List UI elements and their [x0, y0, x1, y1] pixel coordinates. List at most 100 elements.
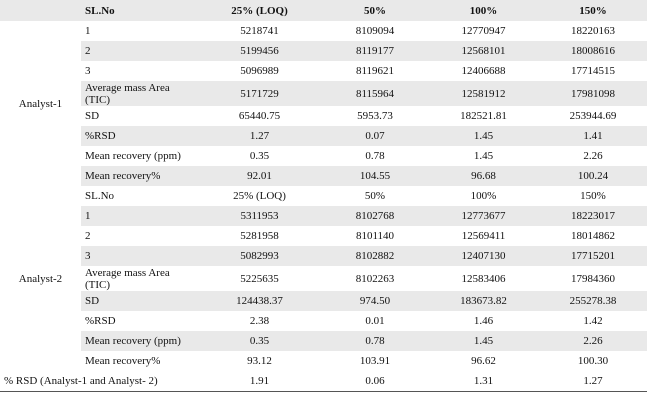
value-cell: 974.50 [322, 291, 428, 311]
table-row: %RSD 2.38 0.01 1.46 1.42 [0, 311, 647, 331]
value-cell: 25% (LOQ) [233, 190, 286, 202]
table-row: Mean recovery% 93.12 103.91 96.62 100.30 [0, 351, 647, 371]
table-row: Analyst-2 SL.No 25% (LOQ) 50% 100% 150% [0, 186, 647, 371]
value-cell: 104.55 [322, 166, 428, 186]
value-cell: 150% [580, 190, 606, 202]
row-label-cell: SD [85, 110, 100, 122]
value-cell: 2.26 [583, 150, 603, 162]
value-cell: 92.01 [197, 166, 322, 186]
value-cell: 5281958 [240, 230, 279, 242]
value-cell: 0.35 [197, 331, 322, 351]
row-label-cell: Mean recovery (ppm) [85, 150, 181, 162]
header-cell: 150% [539, 0, 647, 21]
value-cell: 5171729 [197, 81, 322, 106]
header-cell: SL.No [81, 0, 197, 21]
value-cell: 12773677 [428, 206, 539, 226]
value-cell: 183673.82 [428, 291, 539, 311]
value-cell: 17714515 [571, 65, 615, 77]
value-cell: 2.26 [539, 331, 647, 351]
table-row: Mean recovery% 92.01 104.55 96.68 100.24 [0, 166, 647, 186]
row-label-cell: 3 [81, 246, 197, 266]
value-cell: 18008616 [539, 41, 647, 61]
table-row: Mean recovery (ppm) 0.35 0.78 1.45 2.26 [0, 331, 647, 351]
footer-value-cell: 1.31 [428, 371, 539, 392]
value-cell: 17981098 [539, 81, 647, 106]
value-cell: 100.24 [539, 166, 647, 186]
footer-row: % RSD (Analyst-1 and Analyst- 2) 1.91 0.06… [0, 371, 647, 392]
value-cell: 1.45 [473, 150, 494, 162]
value-cell: 253944.69 [569, 110, 617, 122]
header-row: SL.No 25% (LOQ) 50% 100% 150% [0, 0, 647, 21]
row-label-cell: 1 [85, 25, 91, 37]
value-cell: 96.62 [471, 355, 496, 367]
footer-value-cell: 1.91 [197, 371, 322, 392]
analyst-label: Analyst-1 [0, 21, 81, 186]
value-cell: 17984360 [571, 272, 615, 285]
value-cell: 0.78 [365, 150, 385, 162]
value-cell: 103.91 [359, 355, 391, 367]
table-row: SD 65440.75 5953.73 182521.81 253944.69 [0, 106, 647, 126]
footer-value-cell: 1.27 [539, 371, 647, 392]
value-cell: 5311953 [197, 206, 322, 226]
value-cell: 182521.81 [460, 110, 507, 122]
value-cell: 5218741 [240, 25, 279, 37]
value-cell: 0.35 [249, 150, 270, 162]
row-label-cell: Mean recovery% [85, 355, 161, 367]
value-cell: 5082993 [197, 246, 322, 266]
table-row: 3 5082993 8102882 12407130 17715201 [0, 246, 647, 266]
row-label-cell: Mean recovery (ppm) [81, 331, 197, 351]
header-blank-cell [0, 0, 81, 21]
value-cell: 0.01 [365, 315, 385, 327]
value-cell: 1.27 [197, 126, 322, 146]
value-cell: 124438.37 [197, 291, 322, 311]
table-row: Average mass Area (TIC) 5225635 8102263 125… [0, 266, 647, 291]
table-row: 2 5281958 8101140 12569411 18014862 [0, 226, 647, 246]
row-label-cell: SD [81, 291, 197, 311]
table-row: Average mass Area (TIC) 5171729 8115964 125… [0, 81, 647, 106]
value-cell: 8119621 [355, 65, 395, 77]
row-label-cell: SL.No [85, 190, 115, 202]
value-cell: 5953.73 [357, 110, 393, 122]
value-cell: 8102768 [322, 206, 428, 226]
value-cell: 1.45 [428, 126, 539, 146]
table-row: 2 5199456 8119177 12568101 18008616 [0, 41, 647, 61]
row-label-cell: 2 [85, 230, 91, 242]
value-cell: 18014862 [571, 230, 615, 242]
value-cell: 12407130 [428, 246, 539, 266]
analyst-label: Analyst-2 [0, 186, 81, 371]
value-cell: 12569411 [461, 230, 506, 242]
value-cell: 96.68 [428, 166, 539, 186]
value-cell: 100.30 [577, 355, 609, 367]
value-cell: 8102882 [322, 246, 428, 266]
value-cell: 2.38 [249, 315, 270, 327]
value-cell: 12568101 [428, 41, 539, 61]
value-cell: 100% [470, 190, 497, 202]
value-cell: 50% [364, 190, 386, 202]
value-cell: 1.45 [428, 331, 539, 351]
value-cell: 17715201 [539, 246, 647, 266]
value-cell: 1.46 [473, 315, 494, 327]
value-cell: 0.78 [322, 331, 428, 351]
value-cell: 1.42 [583, 315, 603, 327]
footer-value-cell: 0.06 [322, 371, 428, 392]
row-label-cell: 1 [81, 206, 197, 226]
value-cell: 12581912 [428, 81, 539, 106]
value-cell: 8119177 [322, 41, 428, 61]
row-label-cell: Mean recovery% [81, 166, 197, 186]
value-cell: 12770947 [461, 25, 506, 37]
value-cell: 18223017 [539, 206, 647, 226]
value-cell: 18220163 [571, 25, 615, 37]
table-body: Analyst-1 1 5218741 8109094 12770947 18220163… [0, 21, 647, 392]
footer-label: % RSD (Analyst-1 and Analyst- 2) [0, 371, 197, 392]
table-row: %RSD 1.27 0.07 1.45 1.41 [0, 126, 647, 146]
row-label-cell: Average mass Area (TIC) [81, 81, 197, 106]
value-cell: 8102263 [355, 272, 395, 285]
value-cell: 5225635 [240, 272, 279, 285]
value-cell: 1.41 [539, 126, 647, 146]
header-cell: 50% [322, 0, 428, 21]
header-cell: 25% (LOQ) [197, 0, 322, 21]
value-cell: 93.12 [247, 355, 272, 367]
recovery-table: SL.No 25% (LOQ) 50% 100% 150% Analyst-1 1… [0, 0, 647, 392]
table-row: Mean recovery (ppm) 0.35 0.78 1.45 2.26 [0, 146, 647, 166]
row-label-cell: %RSD [81, 126, 197, 146]
